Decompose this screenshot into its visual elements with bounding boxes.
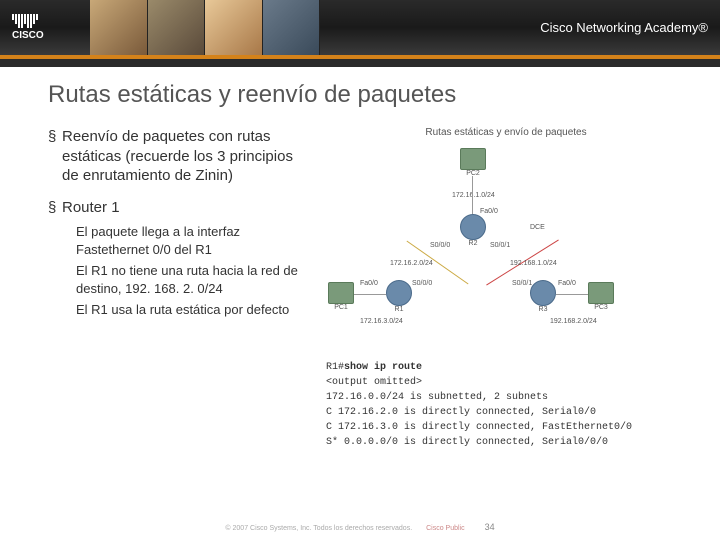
s000-r2: S0/0/0 xyxy=(430,242,450,249)
s001-r2: S0/0/1 xyxy=(490,242,510,249)
fa00-r2: Fa0/0 xyxy=(480,208,498,215)
link-pc1-r1 xyxy=(354,294,386,295)
cmd: show ip route xyxy=(344,362,422,373)
brand-text: CISCO xyxy=(12,30,44,41)
net-r2: 192.168.2.0/24 xyxy=(550,318,597,325)
footer: © 2007 Cisco Systems, Inc. Todos los der… xyxy=(0,522,720,532)
net-top: 172.16.1.0/24 xyxy=(452,192,495,199)
pc2-node: PC2 xyxy=(460,148,486,177)
net-r1: 192.168.1.0/24 xyxy=(510,260,557,267)
sub-1: El paquete llega a la interfaz Fastether… xyxy=(76,223,308,258)
s000-r1: S0/0/0 xyxy=(412,280,432,287)
left-column: Reenvío de paquetes con rutas estáticas … xyxy=(48,127,308,450)
slide-title: Rutas estáticas y reenvío de paquetes xyxy=(48,81,692,109)
t-l3: C 172.16.2.0 is directly connected, Seri… xyxy=(326,405,692,420)
r1-node: R1 xyxy=(386,280,412,313)
pc3-node: PC3 xyxy=(588,282,614,311)
copyright: © 2007 Cisco Systems, Inc. Todos los der… xyxy=(225,525,412,532)
cisco-logo: CISCO xyxy=(12,14,44,41)
bullet-2: Router 1 xyxy=(48,198,308,218)
page-num: 34 xyxy=(485,522,495,532)
t-l5: S* 0.0.0.0/0 is directly connected, Seri… xyxy=(326,435,692,450)
net-mid: 172.16.2.0/24 xyxy=(390,260,433,267)
fa00-r1: Fa0/0 xyxy=(360,280,378,287)
header-photos xyxy=(90,0,320,55)
t-l4: C 172.16.3.0 is directly connected, Fast… xyxy=(326,420,692,435)
diagram-title: Rutas estáticas y envío de paquetes xyxy=(320,127,692,138)
dce-label: DCE xyxy=(530,224,545,231)
r2-node: R2 xyxy=(460,214,486,247)
pc1-node: PC1 xyxy=(328,282,354,311)
terminal-output: R1#show ip route <output omitted> 172.16… xyxy=(320,360,692,450)
t-l2: 172.16.0.0/24 is subnetted, 2 subnets xyxy=(326,390,692,405)
r3-node: R3 xyxy=(530,280,556,313)
fa00-r3: Fa0/0 xyxy=(558,280,576,287)
s001-r3: S0/0/1 xyxy=(512,280,532,287)
header-bar: CISCO Cisco Networking Academy® xyxy=(0,0,720,55)
t-l1: <output omitted> xyxy=(326,375,692,390)
right-column: Rutas estáticas y envío de paquetes PC2 … xyxy=(320,127,692,450)
cisco-public: Cisco Public xyxy=(426,525,465,532)
sub-3: El R1 usa la ruta estática por defecto xyxy=(76,301,308,319)
link-pc2-r2 xyxy=(472,176,473,214)
bullet-1: Reenvío de paquetes con rutas estáticas … xyxy=(48,127,308,186)
net-left: 172.16.3.0/24 xyxy=(360,318,403,325)
sub-2: El R1 no tiene una ruta hacia la red de … xyxy=(76,262,308,297)
academy-text: Cisco Networking Academy® xyxy=(540,20,708,35)
prompt: R1# xyxy=(326,362,344,373)
link-r3-pc3 xyxy=(556,294,588,295)
network-diagram: PC2 172.16.1.0/24 R2 Fa0/0 S0/0/0 S0/0/1… xyxy=(320,142,692,352)
dark-bar xyxy=(0,59,720,67)
logo-bars-icon xyxy=(12,14,44,28)
